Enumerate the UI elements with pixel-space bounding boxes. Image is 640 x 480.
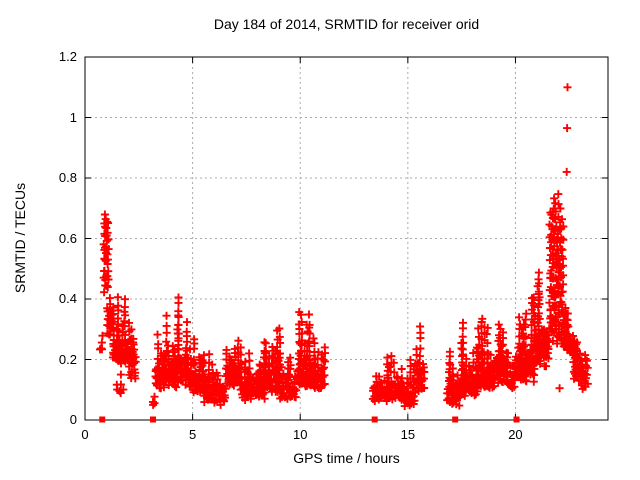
y-tick-label: 0: [69, 412, 77, 427]
y-tick-label: 1.2: [58, 49, 77, 64]
y-tick-label: 0.6: [58, 230, 77, 246]
x-tick-label: 0: [81, 427, 89, 442]
x-tick-label: 5: [188, 427, 197, 442]
y-tick-label: 0.2: [58, 351, 77, 367]
x-axis-label: GPS time / hours: [293, 450, 400, 466]
x-tick-label: 10: [292, 427, 308, 442]
x-tick-label: 20: [508, 427, 523, 442]
y-tick-label: 0.8: [58, 170, 77, 185]
y-tick-label: 0.4: [58, 291, 77, 306]
y-tick-label: 1: [69, 109, 77, 125]
x-tick-label: 15: [400, 427, 416, 442]
chart-title: Day 184 of 2014, SRMTID for receiver ori…: [213, 16, 480, 32]
